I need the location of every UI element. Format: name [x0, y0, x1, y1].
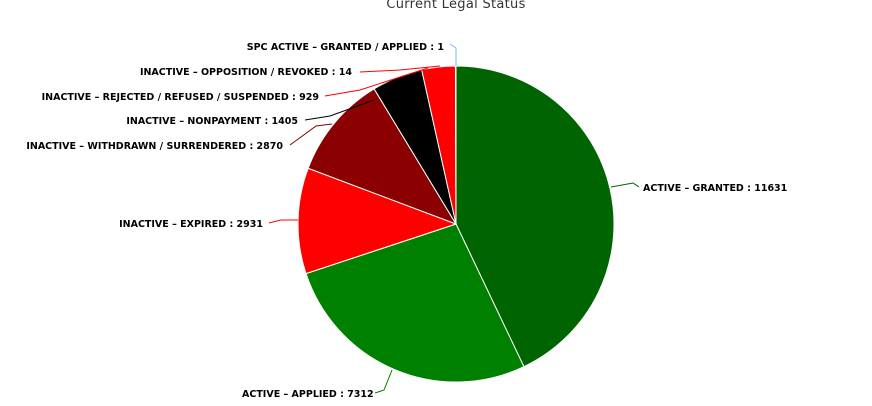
data-label-inactive-withdrawn-surrendered: INACTIVE – WITHDRAWN / SURRENDERED : 287… [26, 141, 283, 152]
pie-slices [297, 65, 615, 383]
label-connectors [268, 43, 640, 394]
connector-inactive-expired [268, 219, 298, 224]
data-label-inactive-rejected-refused-suspended: INACTIVE – REJECTED / REFUSED / SUSPENDE… [42, 92, 319, 103]
pie-slice-inactive-expired[interactable] [297, 167, 458, 275]
pie-slice-inactive-withdrawn-surrendered[interactable] [307, 88, 458, 225]
connector-inactive-rejected-refused-suspended [324, 67, 429, 97]
data-label-active-granted: ACTIVE – GRANTED : 11631 [643, 183, 787, 194]
data-label-active-applied: ACTIVE – APPLIED : 7312 [242, 389, 374, 400]
data-label-inactive-expired: INACTIVE – EXPIRED : 2931 [119, 219, 263, 230]
chart-title: Current Legal Status [386, 0, 526, 12]
connector-active-applied [374, 369, 393, 394]
connector-spc-active-granted-applied [449, 43, 457, 66]
data-labels: ACTIVE – GRANTED : 11631 ACTIVE – APPLIED… [26, 42, 787, 400]
connector-inactive-withdrawn-surrendered [289, 123, 333, 146]
connector-active-granted [610, 182, 640, 188]
connector-inactive-opposition-revoked [359, 65, 441, 73]
pie-slice-active-applied[interactable] [305, 223, 525, 383]
connector-inactive-nonpayment [304, 99, 375, 121]
data-label-inactive-nonpayment: INACTIVE – NONPAYMENT : 1405 [126, 116, 298, 127]
data-label-inactive-opposition-revoked: INACTIVE – OPPOSITION / REVOKED : 14 [140, 67, 352, 78]
data-label-spc-active-granted-applied: SPC ACTIVE – GRANTED / APPLIED : 1 [247, 42, 444, 53]
pie-slice-active-granted[interactable] [455, 65, 615, 368]
